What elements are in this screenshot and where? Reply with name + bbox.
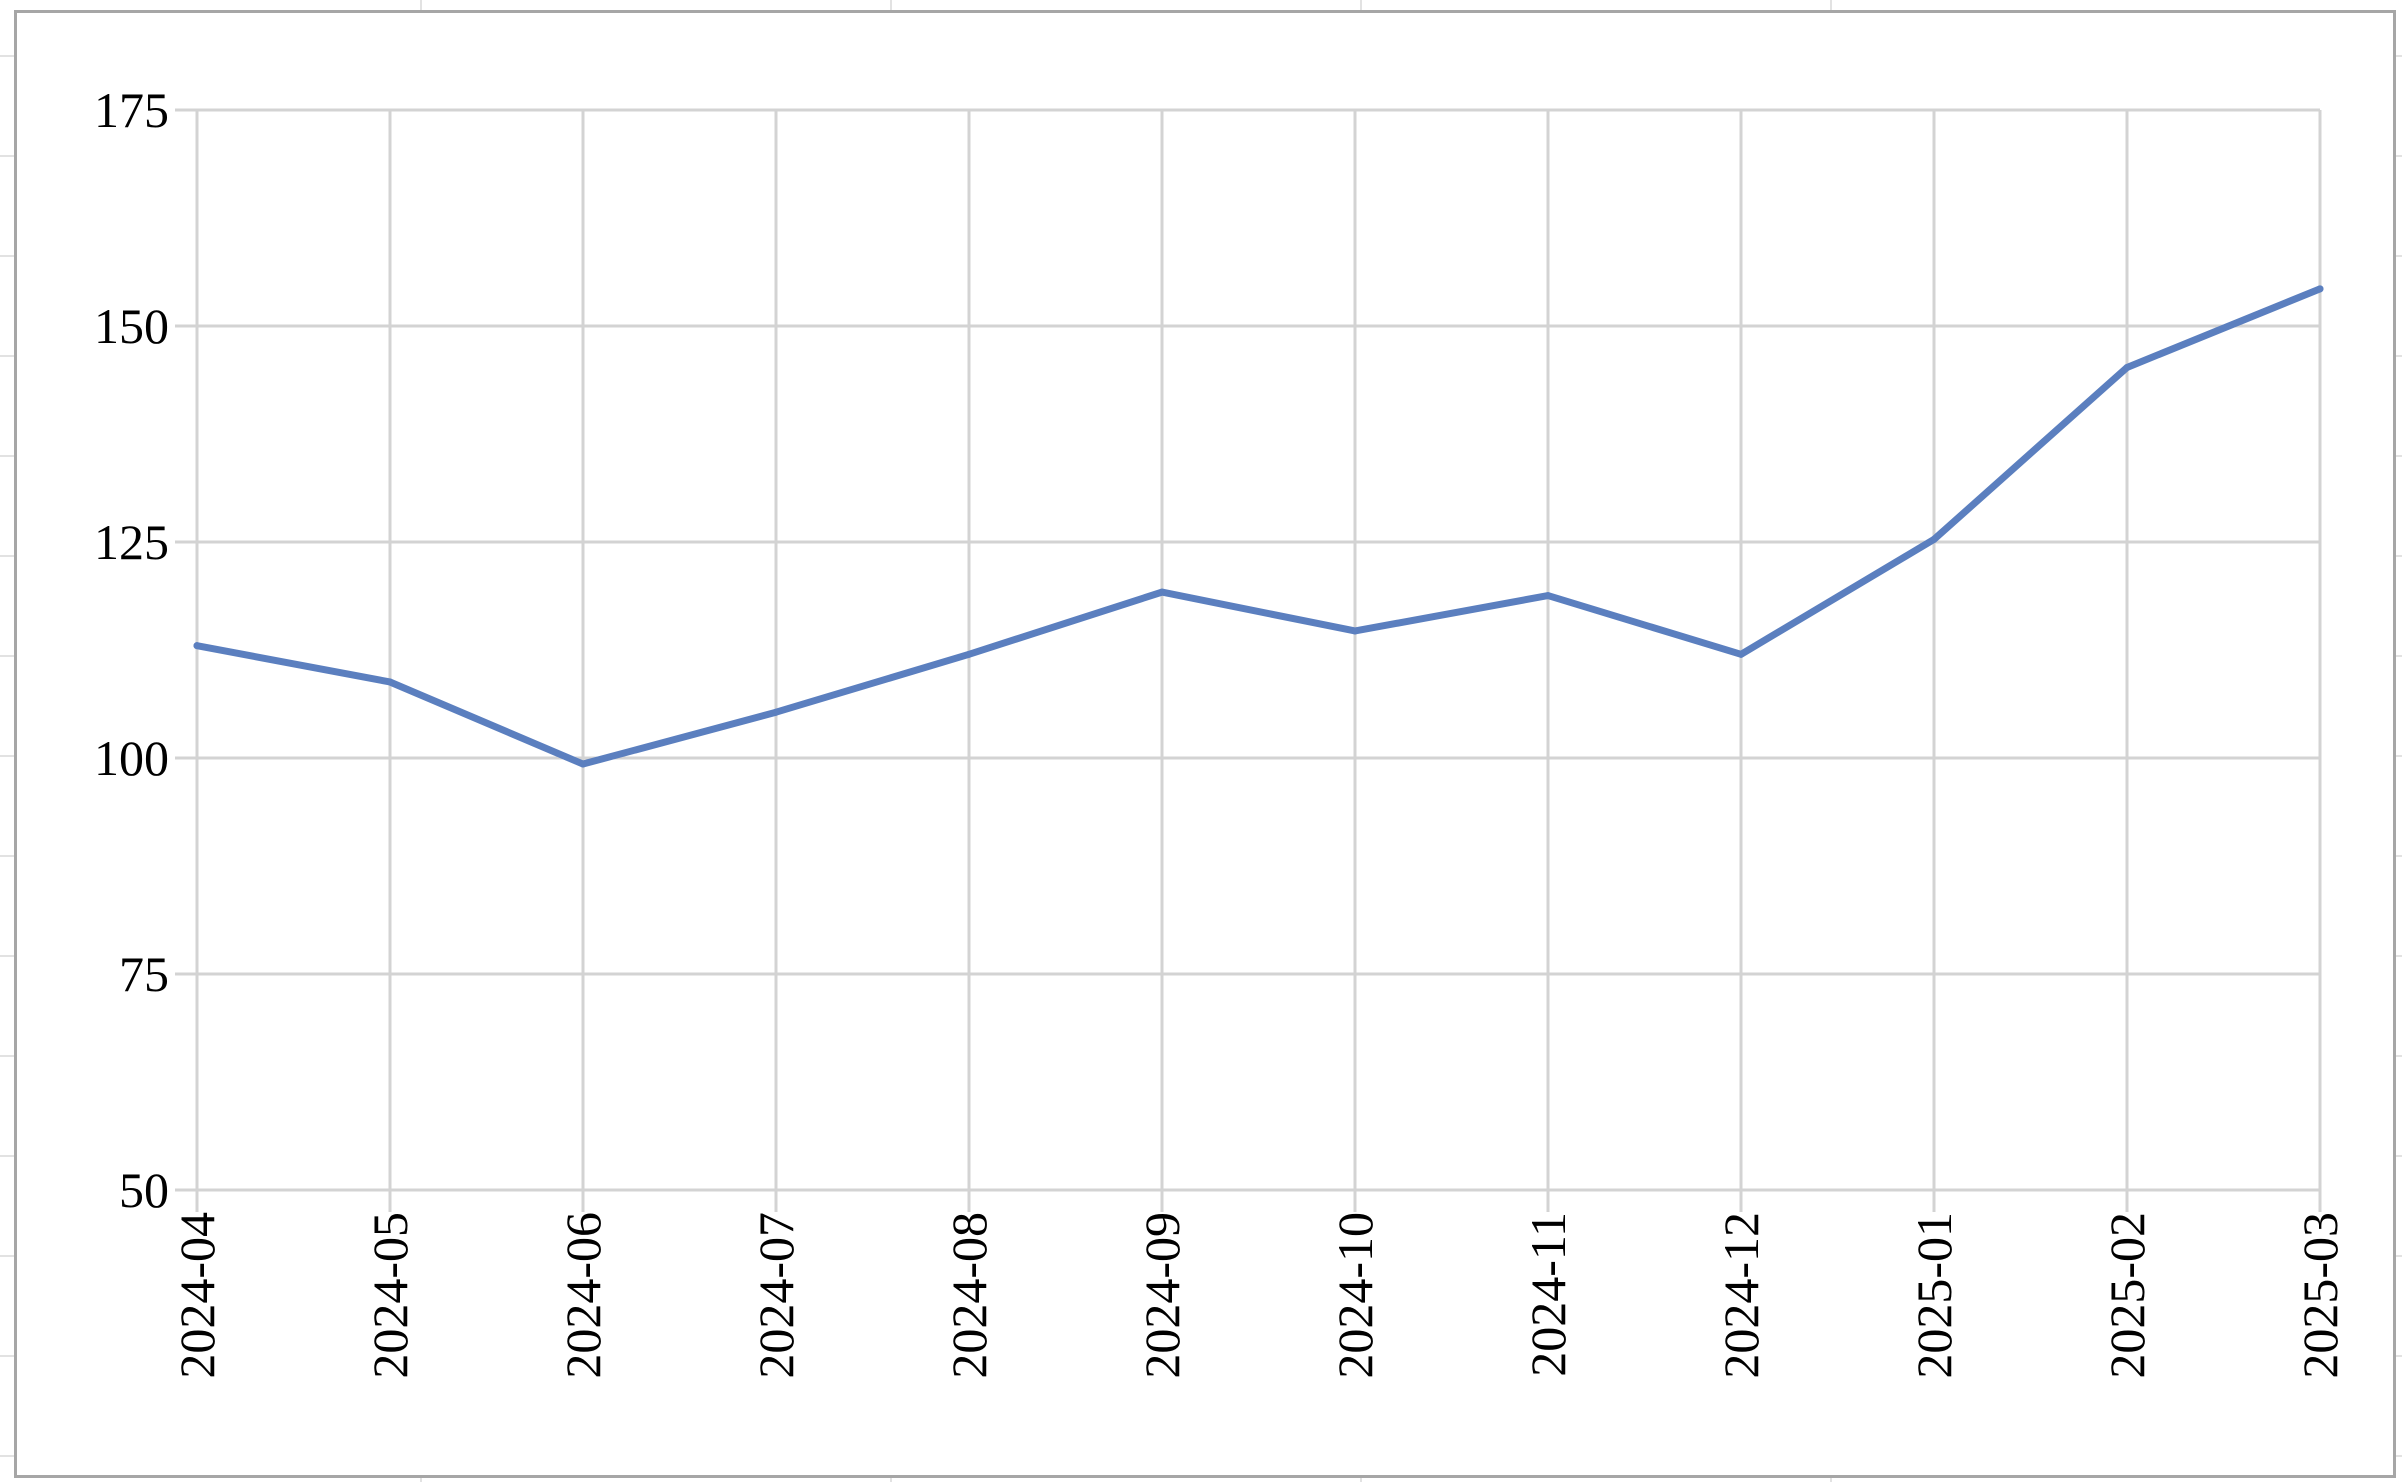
- data-point: [2123, 363, 2131, 371]
- y-tick-label: 125: [94, 514, 169, 570]
- x-tick-label: 2025-01: [1906, 1212, 1962, 1379]
- series-layer: [193, 285, 2324, 768]
- data-point: [965, 650, 973, 658]
- y-tick-label: 150: [94, 298, 169, 354]
- x-tick-label: 2024-09: [1134, 1212, 1190, 1379]
- y-axis-tick-labels: 50 75 100 125 150 175: [94, 82, 169, 1218]
- x-axis-tick-labels: 2024-04 2024-05 2024-06 2024-07 2024-08 2024-…: [169, 1212, 2348, 1379]
- data-point: [579, 760, 587, 768]
- x-tick-label: 2024-05: [362, 1212, 418, 1379]
- y-tick-label: 50: [119, 1162, 169, 1218]
- series-line: [193, 285, 2324, 768]
- x-tick-label: 2024-12: [1713, 1212, 1769, 1379]
- x-tick-label: 2024-08: [941, 1212, 997, 1379]
- data-point: [1158, 588, 1166, 596]
- gridlines: [175, 108, 2322, 1212]
- data-point: [1544, 592, 1552, 600]
- data-point: [772, 708, 780, 716]
- x-tick-label: 2025-03: [2292, 1212, 2348, 1379]
- data-point: [1930, 535, 1938, 543]
- data-point: [2316, 285, 2324, 293]
- x-tick-label: 2024-07: [748, 1212, 804, 1379]
- x-tick-label: 2025-02: [2099, 1212, 2155, 1379]
- data-point: [1351, 627, 1359, 635]
- y-tick-label: 75: [119, 946, 169, 1002]
- y-tick-label: 100: [94, 730, 169, 786]
- data-point: [1737, 650, 1745, 658]
- data-point: [386, 678, 394, 686]
- x-tick-label: 2024-06: [555, 1212, 611, 1379]
- x-tick-label: 2024-04: [169, 1212, 225, 1379]
- chart-frame[interactable]: [14, 10, 2396, 1478]
- x-tick-label: 2024-11: [1520, 1212, 1576, 1377]
- data-point: [193, 642, 201, 650]
- y-tick-label: 175: [94, 82, 169, 138]
- x-tick-label: 2024-10: [1327, 1212, 1383, 1379]
